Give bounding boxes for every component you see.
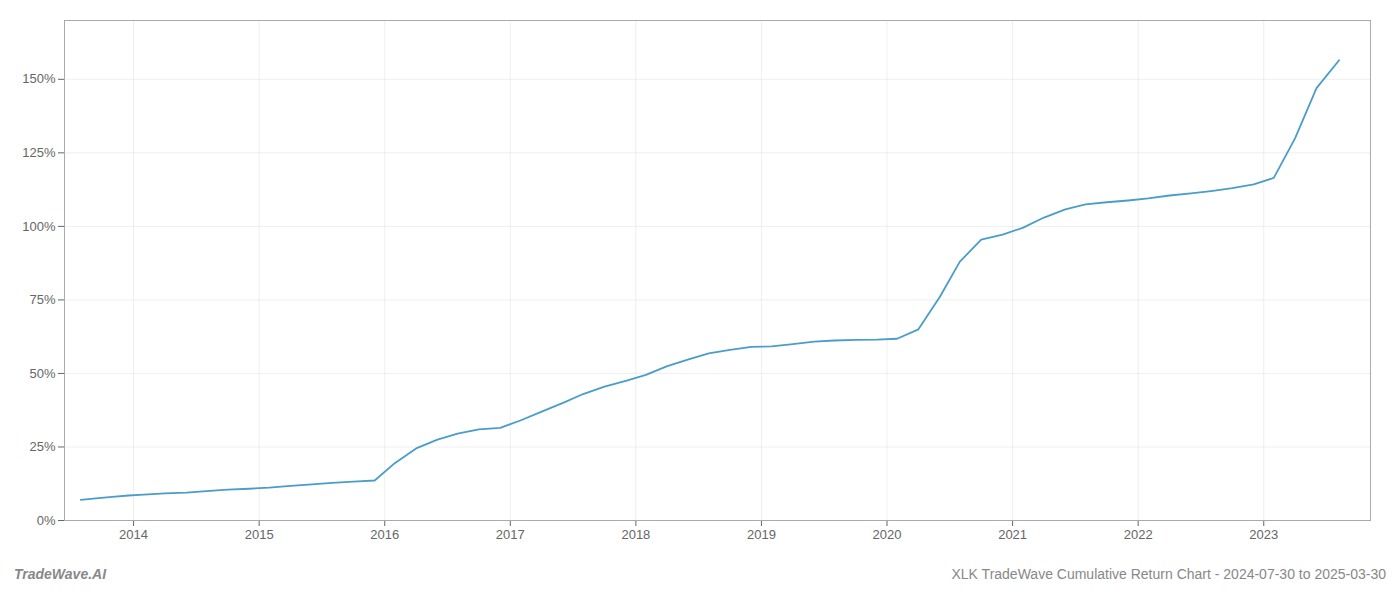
svg-text:75%: 75% (29, 292, 55, 307)
svg-text:50%: 50% (29, 366, 55, 381)
svg-text:2021: 2021 (998, 527, 1027, 542)
svg-text:2019: 2019 (747, 527, 776, 542)
svg-text:2014: 2014 (119, 527, 148, 542)
html-text:TradeWave.AI: TradeWave.AI (14, 566, 107, 582)
svg-text:2017: 2017 (496, 527, 525, 542)
html-text:XLK TradeWave Cumulative Retur: XLK TradeWave Cumulative Return Chart - … (951, 566, 1386, 582)
svg-text:25%: 25% (29, 439, 55, 454)
svg-text:150%: 150% (22, 71, 56, 86)
svg-text:125%: 125% (22, 145, 56, 160)
svg-text:0%: 0% (37, 513, 56, 528)
svg-text:2023: 2023 (1249, 527, 1278, 542)
svg-text:2018: 2018 (621, 527, 650, 542)
svg-text:2016: 2016 (370, 527, 399, 542)
svg-text:2020: 2020 (873, 527, 902, 542)
svg-text:100%: 100% (22, 219, 56, 234)
svg-text:2022: 2022 (1124, 527, 1153, 542)
svg-text:2015: 2015 (245, 527, 274, 542)
